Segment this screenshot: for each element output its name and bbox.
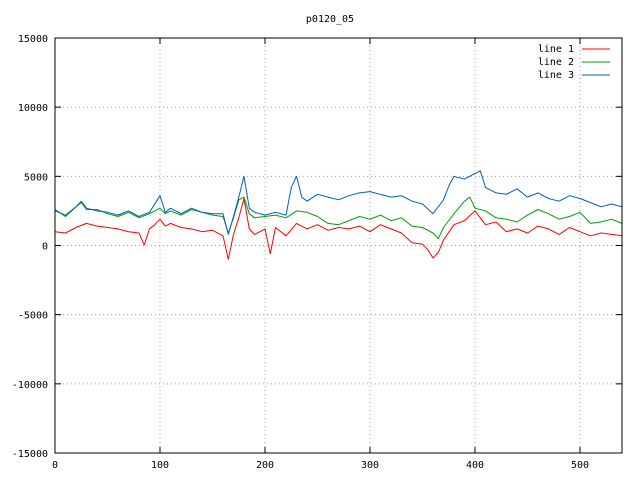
x-tick-label: 100 <box>151 460 169 471</box>
axis-ticks: 0 100 200 300 400 500 -15000 -10000 -5000 0 5000 10… <box>12 34 622 471</box>
x-tick-label: 400 <box>466 460 484 471</box>
series-line-3 <box>54 170 623 235</box>
series-line-2 <box>54 196 623 240</box>
legend-label: line 2 <box>538 57 574 68</box>
y-tick-label: -10000 <box>12 380 48 391</box>
legend-label: line 3 <box>538 70 574 81</box>
y-tick-label: 5000 <box>24 172 48 183</box>
x-tick-label: 300 <box>361 460 379 471</box>
y-tick-label: 15000 <box>18 34 48 45</box>
series-line-1 <box>54 198 623 260</box>
x-tick-label: 500 <box>571 460 589 471</box>
y-tick-label: 0 <box>42 242 48 253</box>
y-tick-label: -15000 <box>12 449 48 460</box>
x-tick-label: 0 <box>52 460 58 471</box>
y-tick-label: 10000 <box>18 103 48 114</box>
chart-title: p0120_05 <box>306 14 354 25</box>
y-tick-label: -5000 <box>18 311 48 322</box>
legend: line 1 line 2 line 3 <box>538 44 610 81</box>
legend-label: line 1 <box>538 44 574 55</box>
grid-lines <box>55 38 622 453</box>
series-layer <box>54 170 623 260</box>
x-tick-label: 200 <box>256 460 274 471</box>
